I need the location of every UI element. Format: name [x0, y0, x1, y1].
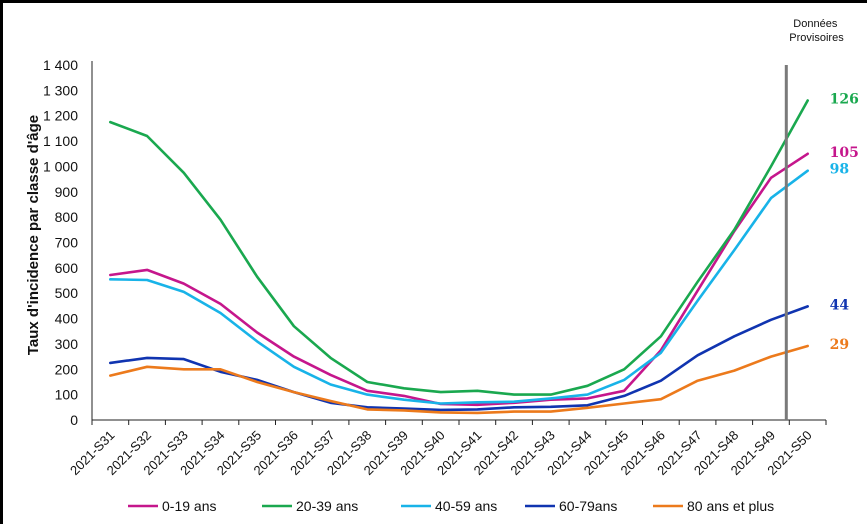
y-tick-label: 0	[70, 412, 78, 428]
legend-label: 40-59 ans	[435, 498, 497, 514]
y-tick-label: 100	[55, 387, 79, 403]
series-line-0	[109, 152, 810, 407]
legend-label: 80 ans et plus	[687, 498, 774, 514]
legend: 0-19 ans 20-39 ans 40-59 ans 60-79ans 80 ans…	[128, 498, 774, 514]
y-tick-label: 300	[55, 336, 79, 352]
series-end-label: 44	[830, 297, 850, 313]
series-end-label: 98	[830, 162, 849, 178]
series-end-labels: 105 126 98 44 29	[830, 92, 859, 353]
series-line-1	[109, 99, 810, 396]
y-tick-label: 1 000	[43, 158, 78, 174]
legend-label: 0-19 ans	[162, 498, 216, 514]
y-tick-label: 1 100	[43, 133, 78, 149]
y-tick-label: 1 400	[43, 57, 78, 73]
series-lines	[109, 99, 810, 415]
y-tick-label: 1 300	[43, 82, 78, 98]
y-axis-label: Taux d'incidence par classe d'âge	[25, 115, 42, 355]
series-end-label: 105	[830, 145, 859, 161]
legend-label: 60-79ans	[559, 498, 617, 514]
y-tick-label: 1 200	[43, 108, 78, 124]
y-tick-label: 400	[55, 311, 79, 327]
y-tick-label: 700	[55, 235, 79, 251]
y-tick-label: 600	[55, 260, 79, 276]
axes	[91, 61, 827, 425]
y-tick-label: 800	[55, 209, 79, 225]
provisional-label-line2: Provisoires	[789, 32, 844, 44]
provisional-data-marker: Données Provisoires	[784, 18, 844, 420]
series-end-label: 29	[830, 337, 849, 353]
y-tick-label: 200	[55, 361, 79, 377]
y-tick-label: 500	[55, 285, 79, 301]
series-line-2	[109, 169, 810, 405]
series-end-label: 126	[830, 92, 859, 108]
x-axis-ticks: 2021-S312021-S322021-S332021-S342021-S35…	[67, 428, 815, 478]
y-axis-ticks: 0 100 200 300 400 500 600 700 800 900 1 000 1 100 1 …	[43, 57, 78, 428]
series-line-4	[109, 344, 810, 415]
series-line-3	[109, 305, 810, 412]
y-tick-label: 900	[55, 184, 79, 200]
provisional-label-line1: Données	[793, 18, 838, 30]
legend-label: 20-39 ans	[296, 498, 358, 514]
